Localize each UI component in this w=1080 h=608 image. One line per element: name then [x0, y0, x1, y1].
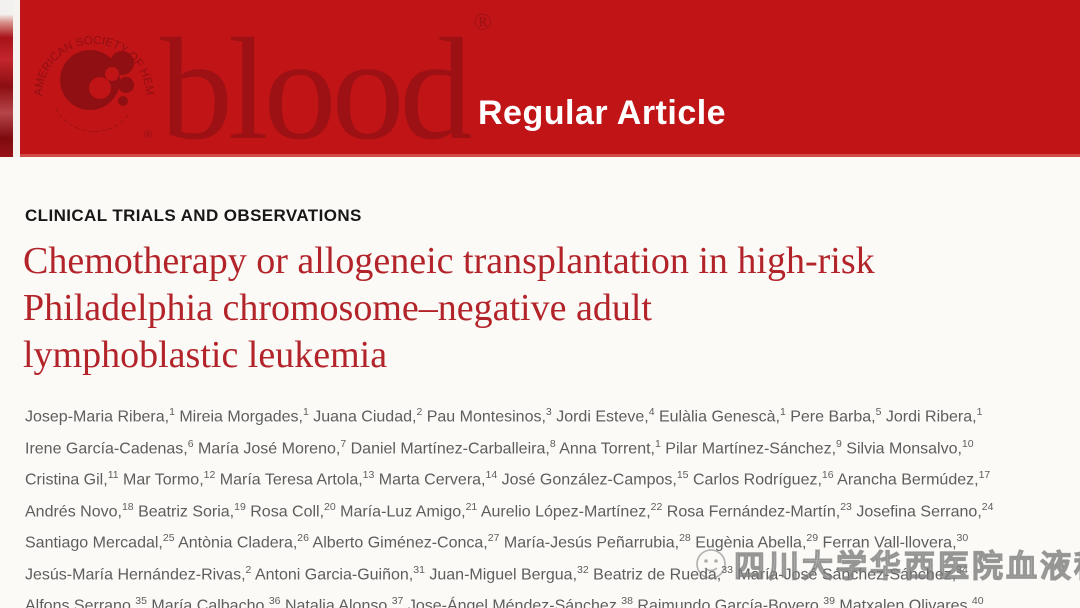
affiliation-superscript: 24 — [981, 500, 994, 513]
affiliation-superscript: 20 — [324, 500, 336, 513]
affiliation-superscript: 12 — [203, 469, 216, 482]
affiliation-superscript: 21 — [465, 500, 478, 513]
affiliation-superscript: 13 — [362, 469, 375, 482]
affiliation-superscript: 29 — [806, 532, 819, 545]
affiliation-superscript: 33 — [721, 563, 733, 576]
affiliation-superscript: 7 — [340, 437, 347, 450]
affiliation-superscript: 22 — [650, 500, 663, 513]
affiliation-superscript: 36 — [268, 595, 281, 608]
affiliation-superscript: 25 — [162, 532, 175, 545]
journal-banner: AMERICAN SOCIETY OF HEMATOLOGY ~~~~~~~~~… — [0, 0, 1080, 162]
title-line-2: Philadelphia chromosome–negative adult — [23, 287, 652, 329]
affiliation-superscript: 9 — [836, 437, 842, 450]
affiliation-superscript: 28 — [679, 532, 691, 545]
svg-text:~~~~~~~~~~~~~: ~~~~~~~~~~~~~ — [51, 105, 133, 136]
wordmark-registered-mark: ® — [473, 10, 492, 37]
affiliation-superscript: 39 — [823, 595, 835, 608]
title-line-1: Chemotherapy or allogeneic transplantati… — [23, 240, 875, 282]
affiliation-superscript: 18 — [121, 500, 134, 513]
author-line: Alfons Serrano,35 María Calbacho,36 Nata… — [25, 595, 984, 608]
affiliation-superscript: 1 — [976, 406, 983, 418]
affiliation-superscript: 11 — [107, 469, 119, 482]
author-line: Santiago Mercadal,25 Antònia Cladera,26 … — [25, 532, 969, 552]
cover-photo-sliver — [0, 0, 13, 157]
affiliation-superscript: 37 — [391, 595, 404, 608]
article-title: Chemotherapy or allogeneic transplantati… — [23, 238, 875, 379]
affiliation-superscript: 2 — [245, 563, 252, 576]
author-line: Josep-Maria Ribera,1 Mireia Morgades,1 J… — [25, 406, 983, 426]
journal-name: blood — [160, 8, 473, 170]
author-line: Irene García-Cadenas,6 María José Moreno… — [25, 437, 974, 457]
journal-wordmark: blood ® — [160, 11, 492, 162]
ash-society-logo-icon: AMERICAN SOCIETY OF HEMATOLOGY ~~~~~~~~~… — [26, 10, 154, 141]
affiliation-superscript: 32 — [577, 563, 589, 576]
author-line: Jesús-María Hernández-Rivas,2 Antoni Gar… — [25, 563, 968, 583]
affiliation-superscript: 30 — [956, 532, 969, 545]
affiliation-superscript: 38 — [621, 595, 633, 608]
affiliation-superscript: 4 — [648, 406, 655, 418]
affiliation-superscript: 34 — [956, 563, 968, 576]
affiliation-superscript: 17 — [978, 469, 991, 482]
affiliation-superscript: 5 — [875, 406, 882, 418]
affiliation-superscript: 23 — [840, 500, 852, 513]
article-type-label: Regular Article — [478, 94, 727, 132]
affiliation-superscript: 8 — [549, 437, 556, 450]
affiliation-superscript: 40 — [971, 595, 984, 608]
affiliation-superscript: 27 — [487, 532, 500, 545]
affiliation-superscript: 2 — [416, 406, 423, 418]
author-list: Josep-Maria Ribera,1 Mireia Morgades,1 J… — [25, 399, 1070, 608]
affiliation-superscript: 35 — [135, 595, 147, 608]
affiliation-superscript: 3 — [545, 406, 552, 418]
section-heading: CLINICAL TRIALS AND OBSERVATIONS — [25, 206, 362, 225]
affiliation-superscript: 1 — [779, 406, 786, 418]
banner-gap — [13, 0, 20, 157]
affiliation-superscript: 15 — [676, 469, 689, 482]
affiliation-superscript: 10 — [961, 437, 974, 450]
affiliation-superscript: 19 — [234, 500, 246, 513]
ash-logo-registered-mark: ® — [144, 129, 152, 141]
affiliation-superscript: 6 — [187, 437, 194, 450]
affiliation-superscript: 26 — [297, 532, 309, 545]
affiliation-superscript: 1 — [169, 406, 175, 418]
affiliation-superscript: 1 — [654, 437, 661, 450]
affiliation-superscript: 1 — [302, 406, 309, 418]
author-line: Cristina Gil,11 Mar Tormo,12 María Teres… — [25, 469, 991, 489]
author-line: Andrés Novo,18 Beatriz Soria,19 Rosa Col… — [25, 500, 994, 520]
title-line-3: lymphoblastic leukemia — [23, 334, 388, 376]
affiliation-superscript: 16 — [821, 469, 834, 482]
affiliation-superscript: 14 — [485, 469, 498, 482]
affiliation-superscript: 31 — [413, 563, 425, 576]
